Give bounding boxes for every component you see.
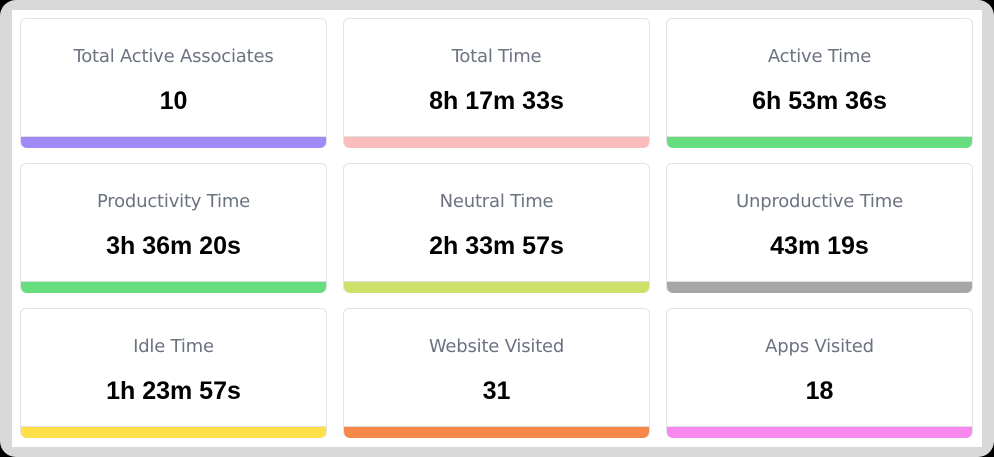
stat-card-value: 8h 17m 33s — [429, 87, 564, 115]
stat-card-total-active-associates[interactable]: Total Active Associates 10 — [20, 18, 327, 148]
stat-card-color-bar — [667, 281, 972, 293]
stat-card-apps-visited[interactable]: Apps Visited 18 — [666, 308, 973, 438]
stat-card-productivity-time[interactable]: Productivity Time 3h 36m 20s — [20, 163, 327, 293]
stat-card-label: Productivity Time — [96, 191, 251, 212]
stat-card-label: Active Time — [767, 46, 872, 67]
stat-card-label: Neutral Time — [439, 191, 554, 212]
stat-card-label: Idle Time — [133, 336, 214, 357]
stat-card-value: 18 — [805, 377, 834, 405]
stat-card-value: 31 — [482, 377, 511, 405]
stat-card-value: 43m 19s — [770, 232, 869, 260]
stat-card-value: 6h 53m 36s — [752, 87, 887, 115]
stat-card-label: Unproductive Time — [736, 191, 903, 212]
stat-card-color-bar — [344, 136, 649, 148]
stat-card-color-bar — [344, 426, 649, 438]
stat-card-idle-time[interactable]: Idle Time 1h 23m 57s — [20, 308, 327, 438]
stat-card-value: 2h 33m 57s — [429, 232, 564, 260]
stat-card-color-bar — [21, 136, 326, 148]
stat-card-color-bar — [667, 426, 972, 438]
stat-card-label: Website Visited — [428, 336, 565, 357]
stat-card-unproductive-time[interactable]: Unproductive Time 43m 19s — [666, 163, 973, 293]
stat-card-color-bar — [21, 281, 326, 293]
stats-panel: Total Active Associates 10 Total Time 8h… — [12, 10, 982, 447]
stat-card-total-time[interactable]: Total Time 8h 17m 33s — [343, 18, 650, 148]
stat-card-value: 10 — [159, 87, 188, 115]
stat-card-label: Total Time — [451, 46, 542, 67]
stat-card-active-time[interactable]: Active Time 6h 53m 36s — [666, 18, 973, 148]
stat-card-label: Apps Visited — [765, 336, 874, 357]
stat-card-value: 1h 23m 57s — [106, 377, 241, 405]
stat-card-color-bar — [667, 136, 972, 148]
stat-card-color-bar — [21, 426, 326, 438]
stats-grid: Total Active Associates 10 Total Time 8h… — [20, 18, 973, 438]
stat-card-color-bar — [344, 281, 649, 293]
stat-card-value: 3h 36m 20s — [106, 232, 241, 260]
stat-card-website-visited[interactable]: Website Visited 31 — [343, 308, 650, 438]
stat-card-label: Total Active Associates — [73, 46, 274, 67]
stat-card-neutral-time[interactable]: Neutral Time 2h 33m 57s — [343, 163, 650, 293]
